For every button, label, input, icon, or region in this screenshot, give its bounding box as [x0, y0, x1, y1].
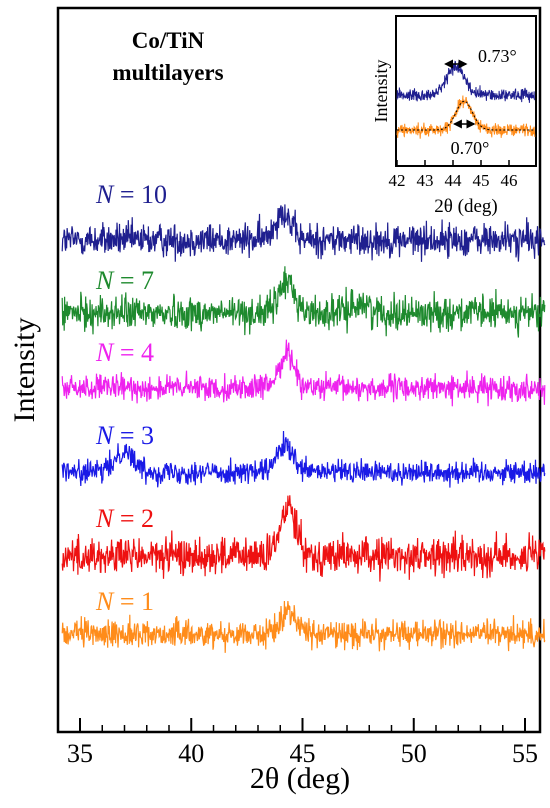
inset-frame [395, 15, 537, 167]
series-trace-n-1 [61, 600, 546, 653]
chart-title-line-2: multilayers [112, 60, 223, 85]
inset-x-tick-label-42: 42 [389, 171, 406, 190]
series-label-n-10: N = 10 [95, 180, 167, 209]
inset-x-axis-title: 2θ (deg) [434, 196, 497, 217]
x-tick-label-40: 40 [178, 739, 204, 768]
x-tick-label-35: 35 [67, 739, 93, 768]
x-axis-title: 2θ (deg) [250, 762, 350, 795]
plot-frame [56, 6, 542, 734]
fwhm-label-lower: 0.70° [451, 138, 490, 158]
inset-x-tick-label-46: 46 [501, 171, 518, 190]
inset-x-tick-label-45: 45 [473, 171, 490, 190]
inset-fit-curve [397, 100, 535, 131]
series-trace-n-4 [61, 339, 546, 407]
series-trace-n-3 [61, 430, 546, 488]
series-trace-n-7 [61, 266, 546, 338]
inset-trace-upper [396, 60, 535, 103]
series-trace-n-10 [61, 204, 546, 262]
series-labels: N = 10 N = 7 N = 4 N = 3 N = 2 N = 1 [95, 180, 167, 616]
series-traces [61, 204, 546, 653]
x-axis-ticks: 35 40 45 50 55 [67, 718, 538, 768]
inset-x-tick-label-43: 43 [417, 171, 434, 190]
series-label-n-3: N = 3 [95, 421, 154, 450]
series-label-n-4: N = 4 [95, 338, 154, 367]
fwhm-label-upper: 0.73° [478, 46, 517, 66]
inset-y-axis-title: Intensity [371, 60, 391, 123]
chart-title-line-1: Co/TiN [132, 28, 205, 53]
series-label-n-1: N = 1 [95, 587, 154, 616]
inset-trace-lower [396, 95, 536, 139]
series-label-n-2: N = 2 [95, 504, 154, 533]
series-trace-n-2 [61, 495, 546, 582]
inset-x-ticks: 42 43 44 45 46 [389, 160, 518, 190]
x-tick-label-55: 55 [512, 739, 538, 768]
inset-fwhm-annotations: 0.73° 0.70° [444, 46, 517, 158]
series-label-n-7: N = 7 [95, 266, 154, 295]
inset-traces [396, 60, 536, 139]
inset-x-tick-label-44: 44 [445, 171, 463, 190]
x-tick-label-50: 50 [401, 739, 427, 768]
y-axis-title: Intensity [8, 318, 41, 423]
x-tick-label-45: 45 [290, 739, 316, 768]
inset-plot: 42 43 44 45 46 Intensity 2θ (deg) 0.73° 0.70° [371, 15, 537, 217]
